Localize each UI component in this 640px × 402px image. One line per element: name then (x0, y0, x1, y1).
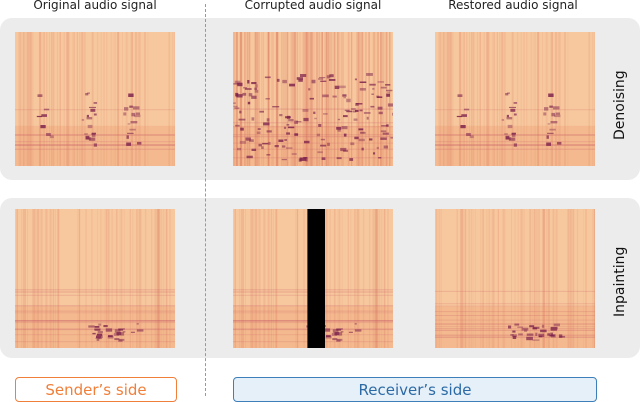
row-label-denoising: Denoising (612, 70, 628, 140)
missing-segment-mask (307, 209, 325, 348)
spectrogram-corrupted-inpainting (233, 209, 393, 348)
spectrogram-texture (233, 209, 393, 348)
spectrogram-restored-inpainting (435, 209, 595, 348)
sender-receiver-divider (205, 4, 206, 396)
spectrogram-restored-denoising (435, 32, 595, 166)
sender-side-label: Sender’s side (15, 377, 177, 402)
spectrogram-texture (15, 209, 175, 348)
spectrogram-texture (15, 32, 175, 166)
spectrogram-corrupted-denoising (233, 32, 393, 166)
title-restored: Restored audio signal (423, 0, 603, 12)
title-corrupted: Corrupted audio signal (223, 0, 403, 12)
title-original: Original audio signal (5, 0, 185, 12)
receiver-side-label: Receiver’s side (233, 377, 597, 402)
spectrogram-original-inpainting (15, 209, 175, 348)
row-label-inpainting: Inpainting (612, 247, 628, 317)
spectrogram-original-denoising (15, 32, 175, 166)
spectrogram-texture (435, 209, 595, 348)
spectrogram-texture (435, 32, 595, 166)
spectrogram-texture (233, 32, 393, 166)
